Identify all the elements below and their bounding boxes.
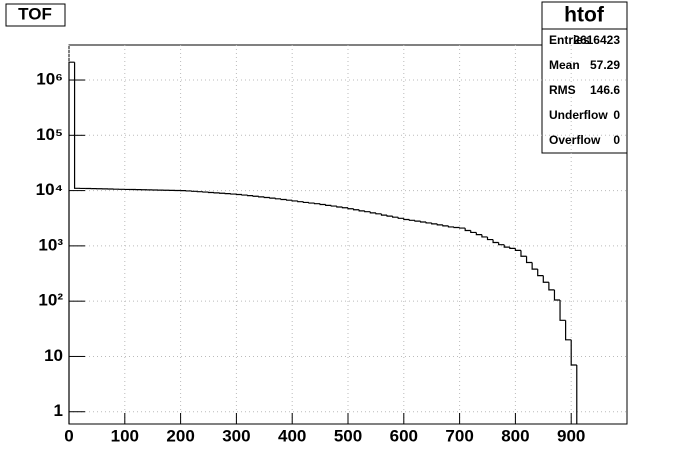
histogram-bin (308, 202, 315, 204)
stats-value: 0 (613, 108, 620, 122)
stats-value: 2616423 (573, 33, 620, 47)
histogram-bin (358, 209, 365, 212)
y-tick-label: 10³ (38, 235, 63, 254)
histogram-bin (559, 299, 566, 321)
stats-label: Entries (549, 33, 590, 47)
y-tick-label: 10² (38, 291, 63, 310)
histogram-bin (252, 195, 259, 197)
histogram-bin (553, 289, 561, 301)
x-tick-label: 900 (557, 426, 585, 445)
histogram-bin (403, 218, 410, 221)
x-tick-label: 100 (111, 426, 139, 445)
histogram-bin (330, 205, 337, 207)
x-tick-label: 800 (501, 426, 529, 445)
stats-label: Underflow (549, 108, 608, 122)
histogram-bin (419, 221, 427, 223)
histogram-bin (325, 204, 332, 206)
histogram-bin (436, 223, 443, 226)
histogram-bin (486, 236, 494, 241)
x-tick-label: 700 (445, 426, 473, 445)
histogram-bin (464, 228, 471, 232)
histogram-bin (280, 198, 287, 201)
histogram-bin (352, 208, 360, 211)
histogram-bin (392, 216, 399, 218)
histogram-bin (347, 207, 354, 210)
histogram-bin (336, 206, 343, 208)
histogram-bin (509, 247, 516, 250)
stats-label: Overflow (549, 133, 601, 147)
histogram-bin (425, 222, 432, 224)
x-tick-label: 500 (334, 426, 362, 445)
histogram-bin (470, 230, 477, 234)
histogram-bin (241, 194, 248, 196)
title-box (5, 3, 66, 27)
x-tick-label: 200 (166, 426, 194, 445)
histogram-bin (503, 244, 510, 248)
stats-value: 0 (613, 133, 620, 147)
y-tick-label: 10 (44, 346, 63, 365)
histogram-bin (498, 242, 505, 246)
histogram-bin (263, 196, 270, 199)
histogram-bin (380, 213, 388, 216)
histogram-bin (274, 198, 282, 200)
histogram-bin (431, 222, 438, 225)
histogram-bin (492, 239, 499, 244)
histogram-bin (246, 195, 254, 197)
histogram-bin (514, 248, 521, 251)
histogram-bin (414, 220, 421, 222)
histogram-bin (531, 262, 538, 270)
histogram-bin (364, 210, 371, 213)
histogram-bin (570, 339, 577, 366)
histogram-bin (565, 320, 572, 341)
histogram-bin (341, 206, 348, 209)
x-tick-label: 0 (64, 426, 73, 445)
histogram-bin (375, 212, 382, 215)
histogram-bin (319, 203, 326, 206)
histogram-bin (453, 226, 460, 229)
stats-value: 57.29 (590, 58, 620, 72)
y-tick-label: 10⁵ (36, 125, 63, 144)
histogram-bin (297, 200, 304, 203)
stats-value: 146.6 (590, 83, 620, 97)
x-tick-label: 300 (222, 426, 250, 445)
stats-title: htof (564, 4, 605, 27)
histogram-bin (313, 203, 321, 205)
stats-label: RMS (549, 83, 576, 97)
histogram-bin (408, 219, 415, 221)
histogram-bin (291, 200, 298, 202)
stats-box (541, 1, 628, 154)
histogram-bin (286, 199, 293, 201)
histogram-bin (73, 62, 81, 189)
histogram-bin (459, 227, 466, 229)
histogram-bin (369, 211, 376, 214)
y-tick-label: 1 (54, 401, 63, 420)
y-tick-label: 10⁶ (36, 70, 63, 89)
histogram-bin (397, 217, 404, 219)
x-tick-label: 400 (278, 426, 306, 445)
histogram-bin (302, 201, 309, 204)
histogram-bin (447, 225, 455, 228)
histogram-bin (520, 250, 527, 257)
histogram-bin (525, 256, 533, 264)
histogram-bin (537, 269, 544, 277)
histogram-bin (542, 275, 549, 283)
x-tick-label: 600 (390, 426, 418, 445)
histogram-bin (258, 196, 265, 198)
stats-label: Mean (549, 58, 580, 72)
histogram-bin (68, 61, 75, 424)
histogram-bin (481, 234, 488, 238)
histogram-bin (548, 282, 555, 291)
histogram-bin (269, 197, 276, 199)
histogram-bin (442, 224, 449, 227)
histogram-bin (386, 215, 393, 217)
chart-title: TOF (18, 4, 52, 23)
histogram-bin (475, 232, 482, 236)
y-tick-label: 10⁴ (36, 180, 63, 199)
